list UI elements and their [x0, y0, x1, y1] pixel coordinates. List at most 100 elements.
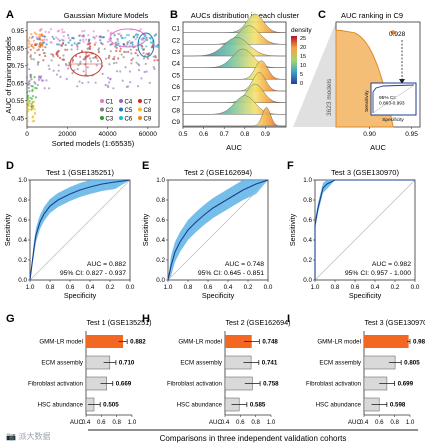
scatter-point-c4 — [76, 68, 79, 71]
roc-frame — [29, 179, 131, 281]
scatter-point-c4 — [43, 87, 46, 90]
bar-value-label: 0.669 — [116, 381, 132, 388]
scatter-point-c1 — [35, 36, 38, 39]
scatter-point-c7 — [51, 53, 55, 56]
panel-h: H Test 2 (GSE162694) GMM-LR model 0.748 ECM … — [142, 313, 291, 426]
ridge-label-c2: C2 — [172, 37, 181, 44]
scatter-point-c5 — [67, 41, 70, 44]
scatter-point-c4 — [27, 86, 30, 89]
legend-swatch-c1 — [100, 99, 104, 103]
scatter-point-c5 — [116, 38, 119, 41]
x-tick-label: 0.5 — [178, 131, 187, 138]
scatter-point-c3 — [30, 97, 33, 100]
y-tick-label: 0.8 — [156, 197, 165, 204]
scatter-point-c1 — [43, 38, 46, 41]
bar-value-label: 0.505 — [103, 402, 119, 409]
scatter-point-c2 — [129, 48, 132, 51]
roc-ylabel: Sensitivity — [3, 213, 12, 246]
scatter-point-c1 — [84, 38, 88, 41]
scatter-point-c5 — [114, 41, 118, 45]
x-tick-label: 0.6 — [375, 419, 384, 426]
panel-a-legend: C1 C4 C7 C2 C5 C8 C3 C6 C9 — [98, 96, 156, 125]
roc-diagonal — [29, 179, 131, 281]
scatter-point-c4 — [137, 69, 141, 72]
x-tick-label: 0.4 — [86, 284, 95, 291]
x-tick-label: 0.8 — [251, 419, 260, 426]
scatter-point-c2 — [30, 57, 33, 61]
scatter-point-c6 — [148, 36, 151, 40]
scatter-point-c1 — [55, 36, 58, 39]
bar-value-label: 0.982 — [413, 339, 425, 346]
panel-letter-b: B — [170, 9, 178, 21]
ridge-c6 — [183, 72, 286, 92]
c9-inset-diagonal — [372, 84, 415, 114]
bar-category-label: GMM-LR model — [178, 339, 222, 346]
x-tick-label: 0.6 — [97, 419, 106, 426]
ridge-c8 — [183, 95, 286, 115]
roc-xlabel: Specificity — [64, 291, 97, 300]
scatter-point-c5 — [56, 43, 59, 46]
scatter-point-c2 — [79, 60, 82, 63]
scatter-point-c4 — [55, 73, 59, 76]
legend-label-c1: C1 — [106, 100, 114, 106]
x-tick-label: 0.90 — [363, 131, 376, 138]
legend-swatch-c7 — [138, 99, 142, 103]
scatter-point-c7 — [44, 46, 47, 49]
scatter-point-c4 — [115, 70, 119, 73]
scatter-point-c2 — [122, 56, 125, 59]
ridge-c3 — [183, 37, 286, 57]
bar-gmm-lr-model — [86, 335, 123, 348]
scatter-point-c9 — [37, 45, 40, 48]
scatter-point-c2 — [115, 61, 118, 64]
scatter-point-c5 — [126, 41, 129, 44]
roc-xlabel: Specificity — [202, 291, 235, 300]
scatter-point-c4 — [87, 81, 90, 84]
scatter-point-c7 — [97, 50, 100, 54]
scatter-point-c7 — [29, 55, 32, 58]
bar-xlabel: AUC — [209, 419, 223, 426]
scatter-point-c7 — [42, 59, 45, 62]
scatter-point-c2 — [89, 57, 92, 60]
density-legend-title: density — [291, 27, 312, 34]
ridge-label-c6: C6 — [172, 84, 181, 91]
x-tick-label: 0.6 — [199, 131, 208, 138]
scatter-point-c6 — [131, 41, 134, 44]
bar-value-label: 0.882 — [130, 339, 146, 346]
scatter-point-c7 — [82, 58, 85, 61]
scatter-point-c7 — [151, 46, 154, 49]
scatter-point-c3 — [26, 97, 29, 100]
scatter-point-c6 — [145, 45, 148, 48]
scatter-point-c4 — [28, 82, 31, 86]
scatter-point-c2 — [105, 57, 108, 60]
roc-ci-band — [30, 180, 130, 280]
scatter-point-c8 — [32, 120, 35, 123]
legend-swatch-c4 — [119, 99, 123, 103]
scatter-point-c4 — [143, 70, 146, 74]
gmm-ellipse-c6 — [137, 32, 155, 58]
scatter-point-c2 — [130, 52, 133, 55]
scatter-point-c7 — [154, 56, 157, 59]
x-tick-label: 0.6 — [204, 284, 213, 291]
y-tick-label: 0.4 — [156, 237, 165, 244]
scatter-point-c8 — [32, 105, 35, 108]
scatter-point-c1 — [61, 28, 64, 31]
panel-a-frame — [26, 21, 160, 128]
scatter-point-c7 — [107, 56, 110, 60]
scatter-point-c3 — [31, 95, 35, 98]
scatter-point-c1 — [92, 30, 95, 33]
y-tick-label: 0.55 — [11, 98, 24, 105]
scatter-point-c4 — [153, 67, 156, 70]
scatter-point-c7 — [62, 42, 65, 45]
scatter-point-c1 — [61, 31, 64, 34]
roc-title: Test 1 (GSE135251) — [46, 168, 114, 177]
panel-a-ylabel: AUC of training models — [4, 36, 13, 113]
scatter-point-c1 — [56, 37, 60, 41]
scatter-point-c4 — [127, 85, 130, 88]
x-tick-label: 0.2 — [244, 284, 253, 291]
panel-letter-a: A — [6, 9, 14, 21]
scatter-point-c1 — [45, 38, 49, 42]
ridge-label-c3: C3 — [172, 49, 181, 56]
y-tick-label: 0.95 — [11, 28, 24, 35]
scatter-point-c2 — [125, 51, 128, 54]
